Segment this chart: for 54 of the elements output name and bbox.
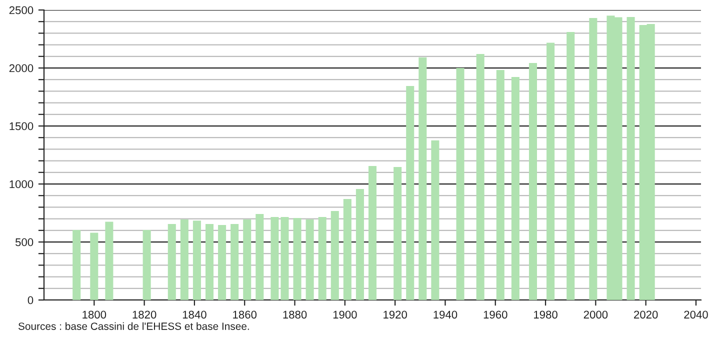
bar (72, 230, 81, 300)
bar (256, 214, 264, 300)
bar (105, 222, 114, 300)
y-tick-label: 0 (28, 296, 34, 304)
bar (330, 211, 339, 300)
x-tick-label: 1940 (434, 310, 458, 319)
bar (280, 216, 289, 300)
x-tick-label: 2040 (684, 310, 708, 319)
y-tick-label: 2500 (9, 6, 34, 14)
x-tick-label: 1960 (484, 310, 508, 319)
bar (511, 77, 520, 300)
bar (566, 32, 575, 300)
bar (394, 166, 402, 300)
bar (192, 220, 201, 300)
x-tick-label: 1820 (132, 310, 156, 319)
y-tick-label: 500 (15, 238, 34, 246)
x-tick-label: 1860 (233, 310, 257, 319)
bar (496, 70, 504, 300)
bar (270, 216, 279, 300)
x-tick-label: 2000 (584, 310, 608, 319)
bar (356, 188, 364, 300)
bar (218, 224, 226, 300)
bar (626, 16, 635, 300)
bar (306, 219, 314, 300)
x-tick-label: 1880 (283, 310, 307, 319)
bar (243, 219, 252, 300)
x-tick-label: 2020 (634, 310, 658, 319)
bar (546, 42, 555, 300)
bar (168, 224, 176, 300)
bar (180, 219, 188, 300)
x-tick-label: 1980 (534, 310, 558, 319)
bar (205, 224, 214, 300)
bar (476, 54, 484, 300)
bar (431, 140, 440, 300)
bar (293, 218, 302, 300)
bar (406, 86, 414, 300)
x-tick-label: 1900 (333, 310, 357, 319)
bar (142, 230, 151, 300)
bar (528, 63, 537, 300)
bar (589, 18, 598, 300)
y-tick-label: 2000 (9, 64, 34, 72)
source-note: Sources : base Cassini de l'EHESS et base Insee. (18, 322, 249, 330)
bar (90, 232, 98, 300)
y-tick-label: 1000 (10, 180, 34, 188)
y-tick-label: 1500 (10, 122, 34, 130)
bar (456, 68, 464, 300)
bar (343, 198, 352, 300)
bar (318, 216, 326, 300)
x-tick-label: 1800 (82, 310, 106, 319)
bar (230, 224, 239, 300)
bar (368, 166, 377, 300)
bar (418, 57, 427, 300)
x-tick-label: 1840 (182, 310, 206, 319)
x-tick-label: 1920 (384, 310, 407, 319)
